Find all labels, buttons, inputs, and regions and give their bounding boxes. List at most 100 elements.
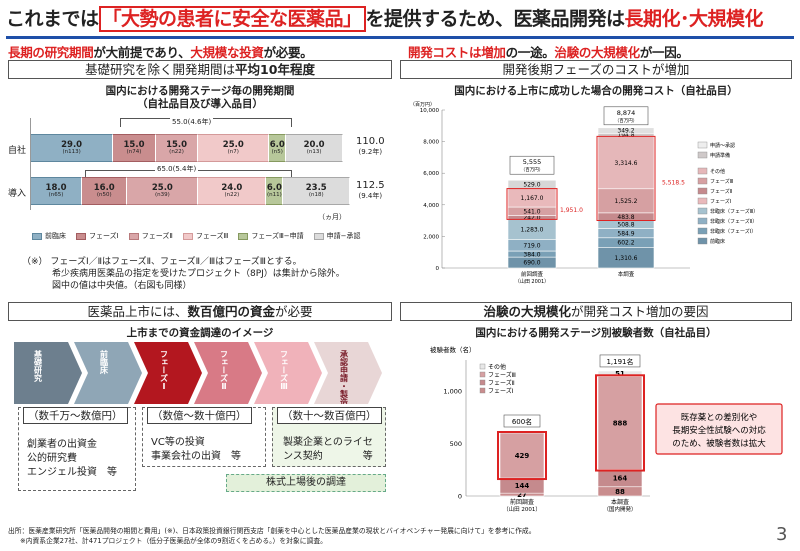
title-rule [6, 36, 794, 39]
tr-xlabel-2: 本調査 [618, 270, 635, 278]
br-legend-swatch [479, 379, 486, 386]
tr-bar2-seg-label: 3,314.6 [615, 160, 638, 167]
tr-bar1-seg-label: 242.0 [523, 215, 540, 222]
tr-legend-swatch [697, 151, 708, 159]
bl-stage-label: 承認申請・製造販売 [339, 350, 349, 404]
tr-legend-label: 申請～承認 [710, 142, 735, 149]
tl-bar-1: 18.0 (n65) 16.0 (n50) 25.0 (n39) 24.0 (n22) 6.0(… [31, 177, 351, 205]
br-ytick: 500 [450, 440, 462, 448]
br-callout-line: 既存薬との差別化や [681, 412, 757, 423]
tr-header: 開発後期フェーズのコストが増加 [400, 60, 792, 79]
br-callout-line: のため、被験者数は拡大 [672, 438, 766, 449]
tl-bar-seg: 24.0 (n22) [198, 177, 267, 205]
tl-legend-item: 前臨床 [32, 231, 66, 241]
br-callout-box [655, 403, 783, 455]
tl-header: 基礎研究を除く開発期間は平均10年程度 [8, 60, 392, 79]
tl-bar-seg: 15.0 (n22) [155, 134, 199, 162]
tr-bar1-seg-label: 719.0 [523, 243, 540, 250]
tr-bar1-seg-label: 690.0 [523, 260, 540, 267]
tr-legend-label: 非臨床（フェーズⅡ） [710, 218, 757, 225]
footnote-0: 出所：医薬産業研究所「医薬品開発の期間と費用」(※)、日本政策投資銀行関西支店「… [8, 527, 536, 535]
bl-fund-box-2: （数十～数百億円） 製薬企業とのライセ ンス契約 等 [272, 407, 386, 467]
bl-ipo-box: 株式上場後の調達 [226, 474, 386, 492]
bl-header: 医薬品上市には、数百億円の資金が必要 [8, 302, 392, 321]
tr-legend-label: フェーズⅠ [710, 198, 731, 205]
tr-unit: （百万円） [410, 102, 435, 108]
tr-legend-label: その他 [710, 168, 725, 175]
tl-row-label-1: 導入 [8, 189, 27, 199]
br-bar2-seg-label: 51 [615, 370, 625, 378]
tl-legend-item: フェーズⅢ [182, 231, 228, 241]
tr-legend-swatch [697, 141, 708, 149]
tr-chart-title: 国内における上市に成功した場合の開発コスト（自社品目） [454, 85, 738, 97]
footnote-1: ※内資系企業27社、計471プロジェクト（低分子医薬品が全体の9割近くを占める。… [20, 537, 327, 545]
bl-stage-arrow [314, 342, 382, 404]
tl-span-label-0: 55.0(4.6年) [170, 117, 214, 127]
bl-stage-label: フェーズⅡ [220, 350, 229, 391]
tr-bar2-seg-label: 194.8 [617, 132, 634, 139]
br-bar2-seg-label: 164 [613, 475, 628, 483]
tl-bar-seg: 18.0 (n65) [31, 177, 83, 205]
tr-ytick: 0 [436, 266, 440, 272]
tr-diff2: 5,518.5 [662, 179, 685, 186]
tl-legend-item: フェーズⅢ−申請 [238, 231, 304, 241]
tr-legend-swatch [697, 207, 708, 215]
tr-bar1-seg-label: 1,283.0 [521, 227, 544, 234]
page-title: これまでは 「大勢の患者に安全な医薬品」 を提供するため、医薬品開発は長期化･大規模… [6, 6, 764, 32]
tr-bar2-seg-label: 508.8 [617, 222, 634, 229]
tr-legend-swatch [697, 227, 708, 235]
tr-legend-label: 非臨床（フェーズⅠ） [710, 228, 756, 235]
tr-ytick: 6,000 [423, 171, 439, 177]
br-legend-swatch [479, 387, 486, 394]
tr-legend-label: フェーズⅢ [710, 178, 733, 185]
bl-fund-box-0: （数千万～数億円） 創業者の出資金 公的研究費 エンジェル投資 等 [18, 407, 136, 491]
tr-bar2-seg-label: 1,525.2 [615, 198, 638, 205]
bl-stage-label: フェーズⅠ [160, 350, 169, 391]
bl-stage-label: 基礎研究 [33, 349, 43, 383]
tl-legend-item: 申請−承認 [313, 231, 361, 241]
tr-ytick: 2,000 [423, 234, 439, 240]
tl-chart-title-1: 国内における開発ステージ毎の開発期間 [105, 85, 295, 97]
tr-ytick: 8,000 [423, 140, 439, 146]
bl-stage-arrow [14, 342, 82, 404]
tl-bar-seg: 16.0 (n50) [82, 177, 128, 205]
br-legend-label: その他 [488, 363, 506, 371]
tl-bar-seg: 6.0 (n11) [266, 177, 284, 205]
tl-row-label-0: 自社 [8, 146, 27, 156]
tr-bar2-total: 8,874 [617, 109, 636, 117]
tr-legend-label: 前臨床 [710, 238, 725, 245]
tr-legend-swatch [697, 237, 708, 245]
subheading-left: 長期の研究期間が大前提であり、大規模な投資が必要。 [8, 45, 313, 60]
tl-axis [30, 118, 31, 210]
br-bar1-highlight [497, 431, 547, 481]
tl-bar-seg: 6.0 (n5) [269, 134, 287, 162]
br-ytick: 0 [458, 493, 462, 501]
tl-bar-0: 29.0 (n113) 15.0 (n74) 15.0 (n22) 25.0 (n7) 6.0(… [31, 134, 343, 162]
tr-ytick: 10,000 [420, 108, 440, 114]
br-bar2-total: 1,191名 [606, 357, 633, 366]
tr-legend-label: フェーズⅡ [710, 188, 732, 195]
bl-stage-label: 前臨床 [99, 349, 109, 375]
tr-bar2-seg [597, 127, 655, 134]
tr-xlabel-1b: （山田 2001） [515, 278, 549, 285]
tr-bar1-total-unit: （百万円） [521, 167, 544, 173]
tr-bar2-seg-label: 1,310.6 [615, 255, 638, 262]
bl-stage-arrow [74, 342, 142, 404]
tr-bar2-seg-label: 584.9 [617, 230, 634, 237]
tr-bar2-seg [597, 188, 655, 214]
br-xlabel-1b: （山田 2001） [503, 505, 541, 513]
tl-bar-seg: 15.0 (n74) [113, 134, 156, 162]
br-xlabel-2b: （国内開発） [603, 505, 636, 513]
tl-bar-seg: 25.0 (n7) [198, 134, 270, 162]
bl-stage-arrow [134, 342, 202, 404]
tr-bar2-seg-label: 349.2 [617, 128, 634, 135]
tr-bar1-seg-label: 384.0 [523, 251, 540, 258]
br-legend-label: フェーズⅡ [488, 379, 515, 387]
br-bar2-seg-label: 88 [615, 488, 625, 496]
br-legend-swatch [479, 371, 486, 378]
tl-legend-item: フェーズⅠ [76, 231, 119, 241]
tl-chart-title-2: （自社品目及び導入品目） [137, 98, 263, 110]
br-legend-label: フェーズⅢ [488, 371, 516, 379]
tl-total-0: 110.0 (9.2年) [356, 136, 385, 156]
